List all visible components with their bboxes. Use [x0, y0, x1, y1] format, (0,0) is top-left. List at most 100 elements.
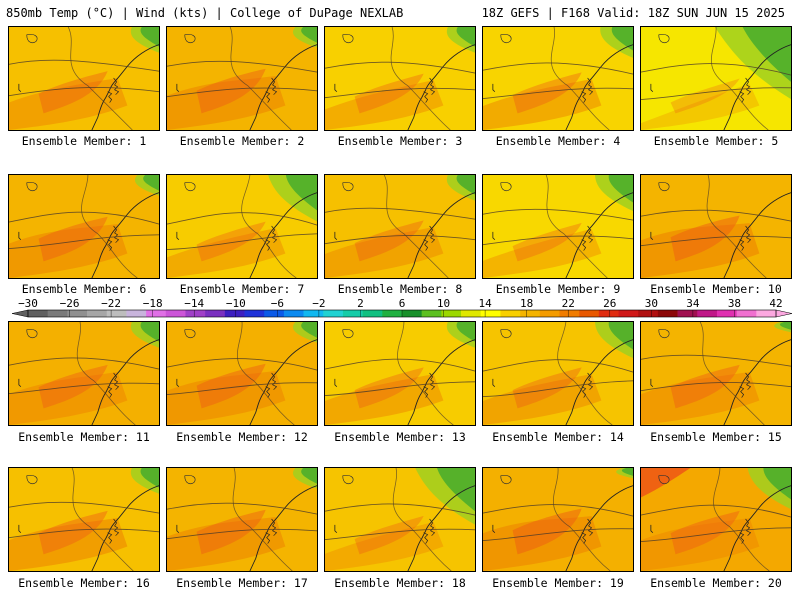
ensemble-member-label: Ensemble Member: 11	[18, 430, 150, 444]
temperature-field-map	[9, 27, 159, 130]
temperature-field-map	[483, 468, 633, 571]
ensemble-member-label: Ensemble Member: 2	[179, 134, 305, 148]
ensemble-member-label: Ensemble Member: 19	[492, 576, 624, 590]
ensemble-map-1	[8, 26, 160, 131]
ensemble-map-9	[482, 174, 634, 279]
colorbar-swatch	[264, 310, 285, 317]
ensemble-map-6	[8, 174, 160, 279]
colorbar-swatch	[402, 310, 422, 317]
colorbar-swatch	[224, 310, 245, 317]
temperature-field-map	[167, 322, 317, 425]
colorbar-swatch	[283, 310, 304, 317]
colorbar-swatch	[205, 310, 226, 317]
colorbar-swatch	[106, 310, 127, 317]
temperature-field-map	[325, 27, 475, 130]
colorbar-swatch	[323, 310, 344, 317]
colorbar-swatch	[618, 310, 639, 317]
colorbar-tick-label: −14	[184, 297, 204, 310]
colorbar-swatch	[480, 310, 501, 317]
colorbar-min-arrow	[11, 309, 29, 318]
ensemble-map-16	[8, 467, 160, 572]
ensemble-member-label: Ensemble Member: 17	[176, 576, 308, 590]
temperature-field-map	[641, 322, 791, 425]
temperature-field-map	[9, 175, 159, 278]
ensemble-member-label: Ensemble Member: 20	[650, 576, 782, 590]
ensemble-member-label: Ensemble Member: 14	[492, 430, 624, 444]
colorbar-tick-label: 2	[357, 297, 364, 310]
colorbar-swatch	[342, 310, 363, 317]
colorbar-tick-label: −2	[312, 297, 325, 310]
ensemble-member-label: Ensemble Member: 16	[18, 576, 150, 590]
temperature-field-map	[641, 27, 791, 130]
colorbar-swatch	[28, 310, 48, 317]
ensemble-map-4	[482, 26, 634, 131]
temperature-field-map	[325, 322, 475, 425]
ensemble-member-label: Ensemble Member: 4	[495, 134, 621, 148]
ensemble-map-5	[640, 26, 792, 131]
colorbar-swatch	[500, 310, 521, 317]
colorbar-swatch	[756, 310, 777, 317]
ensemble-map-14	[482, 321, 634, 426]
temperature-field-map	[167, 27, 317, 130]
colorbar-tick-label: −18	[143, 297, 163, 310]
ensemble-map-12	[166, 321, 318, 426]
colorbar-tick-label: 18	[520, 297, 533, 310]
ensemble-member-label: Ensemble Member: 13	[334, 430, 466, 444]
ensemble-member-label: Ensemble Member: 18	[334, 576, 466, 590]
colorbar-swatch	[244, 310, 265, 317]
colorbar-tick-label: 14	[478, 297, 492, 310]
temperature-field-map	[167, 468, 317, 571]
ensemble-member-label: Ensemble Member: 1	[21, 134, 147, 148]
temperature-field-map	[641, 468, 791, 571]
colorbar-tick-label: −26	[60, 297, 80, 310]
colorbar-tick-label: 10	[437, 297, 450, 310]
colorbar-swatch	[382, 310, 403, 317]
ensemble-member-label: Ensemble Member: 9	[495, 282, 621, 296]
colorbar-swatch	[638, 310, 659, 317]
colorbar-tick-label: 26	[603, 297, 616, 310]
temperature-field-map	[167, 175, 317, 278]
colorbar-tick-label: 34	[686, 297, 700, 310]
ensemble-map-3	[324, 26, 476, 131]
temperature-field-map	[325, 175, 475, 278]
colorbar-max-arrow	[775, 309, 793, 318]
ensemble-member-label: Ensemble Member: 3	[337, 134, 463, 148]
ensemble-member-label: Ensemble Member: 6	[21, 282, 147, 296]
ensemble-map-19	[482, 467, 634, 572]
colorbar-swatch	[441, 310, 462, 317]
ensemble-map-11	[8, 321, 160, 426]
ensemble-member-label: Ensemble Member: 15	[650, 430, 782, 444]
colorbar-tick-label: −6	[271, 297, 284, 310]
colorbar-tick-label: 42	[769, 297, 782, 310]
chart-title: 850mb Temp (°C) | Wind (kts) | College o…	[6, 6, 404, 20]
colorbar-swatch	[67, 310, 88, 317]
colorbar-swatch	[165, 310, 186, 317]
colorbar-swatch	[539, 310, 560, 317]
ensemble-member-label: Ensemble Member: 12	[176, 430, 308, 444]
ensemble-map-17	[166, 467, 318, 572]
colorbar-swatch	[87, 310, 108, 317]
colorbar-swatch	[598, 310, 619, 317]
colorbar-swatch	[657, 310, 678, 317]
colorbar-tick-label: 30	[645, 297, 658, 310]
colorbar-swatch	[303, 310, 324, 317]
temperature-field-map	[483, 322, 633, 425]
colorbar-swatch	[559, 310, 580, 317]
ensemble-map-20	[640, 467, 792, 572]
colorbar-tick-label: 22	[562, 297, 575, 310]
colorbar-swatch	[146, 310, 167, 317]
colorbar-swatch	[579, 310, 600, 317]
colorbar-tick-label: −22	[101, 297, 121, 310]
ensemble-member-label: Ensemble Member: 10	[650, 282, 782, 296]
temperature-field-map	[325, 468, 475, 571]
colorbar-swatch	[677, 310, 698, 317]
ensemble-map-15	[640, 321, 792, 426]
ensemble-map-13	[324, 321, 476, 426]
ensemble-map-10	[640, 174, 792, 279]
colorbar-swatch	[697, 310, 718, 317]
model-run-info: 18Z GEFS | F168 Valid: 18Z SUN JUN 15 20…	[481, 6, 785, 20]
ensemble-member-label: Ensemble Member: 8	[337, 282, 463, 296]
colorbar-swatch	[520, 310, 541, 317]
colorbar-swatch	[716, 310, 737, 317]
temperature-field-map	[641, 175, 791, 278]
